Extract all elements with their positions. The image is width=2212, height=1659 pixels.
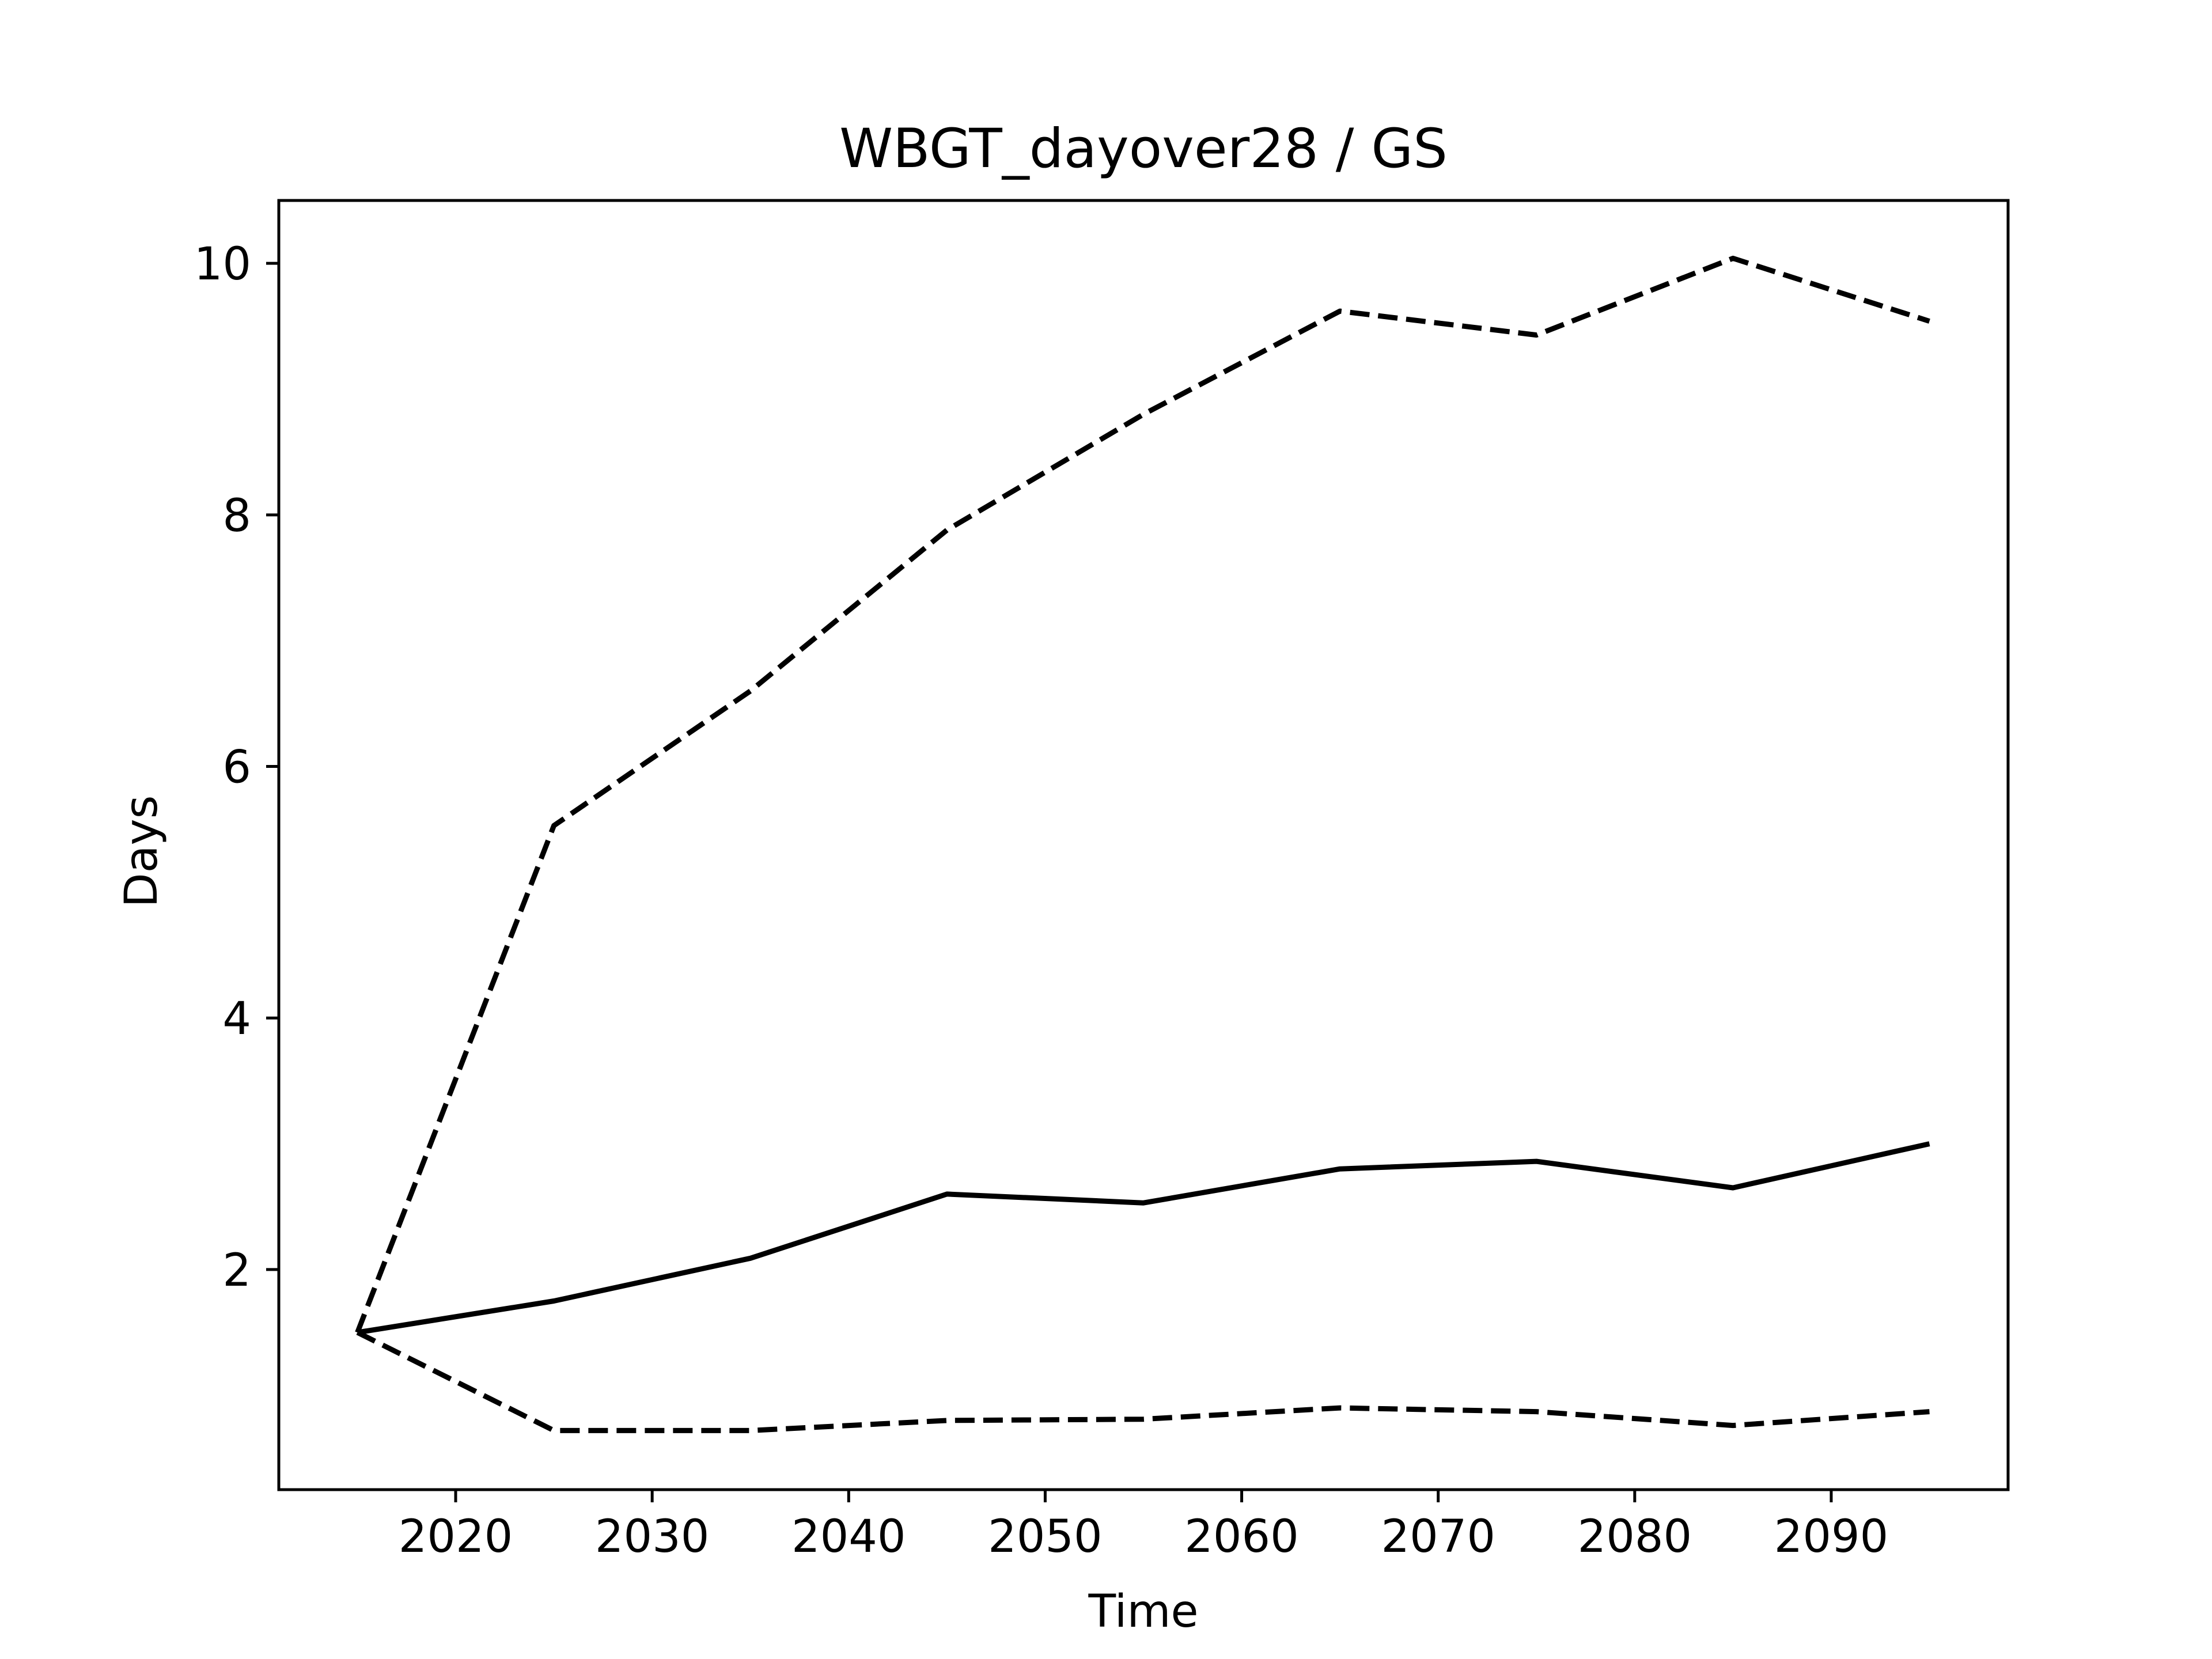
series-line-1-dashed <box>355 255 1930 1334</box>
chart-title: WBGT_dayover28 / GS <box>839 118 1448 180</box>
y-tick-label: 6 <box>222 742 251 794</box>
x-tick-label: 2060 <box>1184 1511 1299 1563</box>
x-axis-label: Time <box>1088 1586 1199 1638</box>
x-tick-label: 2030 <box>595 1511 710 1563</box>
x-tick-label: 2080 <box>1578 1511 1692 1563</box>
series-line-2-solid <box>357 1141 1930 1335</box>
x-tick-label: 2070 <box>1381 1511 1495 1563</box>
x-tick-label: 2050 <box>988 1511 1103 1563</box>
y-tick-label: 2 <box>222 1245 251 1297</box>
y-tick-label: 4 <box>222 993 251 1045</box>
plot-area <box>355 255 1930 1433</box>
y-axis-label: Days <box>116 796 168 908</box>
y-tick-label: 8 <box>222 490 251 542</box>
y-tick-label: 10 <box>194 238 251 290</box>
axes-frame <box>277 199 2010 1491</box>
x-tick-label: 2020 <box>399 1511 513 1563</box>
y-axis: 2 4 6 8 10 <box>194 238 279 1297</box>
x-tick-label: 2090 <box>1774 1511 1889 1563</box>
x-tick-label: 2040 <box>791 1511 906 1563</box>
series-line-3-dashed <box>356 1330 1930 1433</box>
x-axis: 2020 2030 2040 2050 2060 2070 2080 2090 <box>399 1490 1888 1563</box>
